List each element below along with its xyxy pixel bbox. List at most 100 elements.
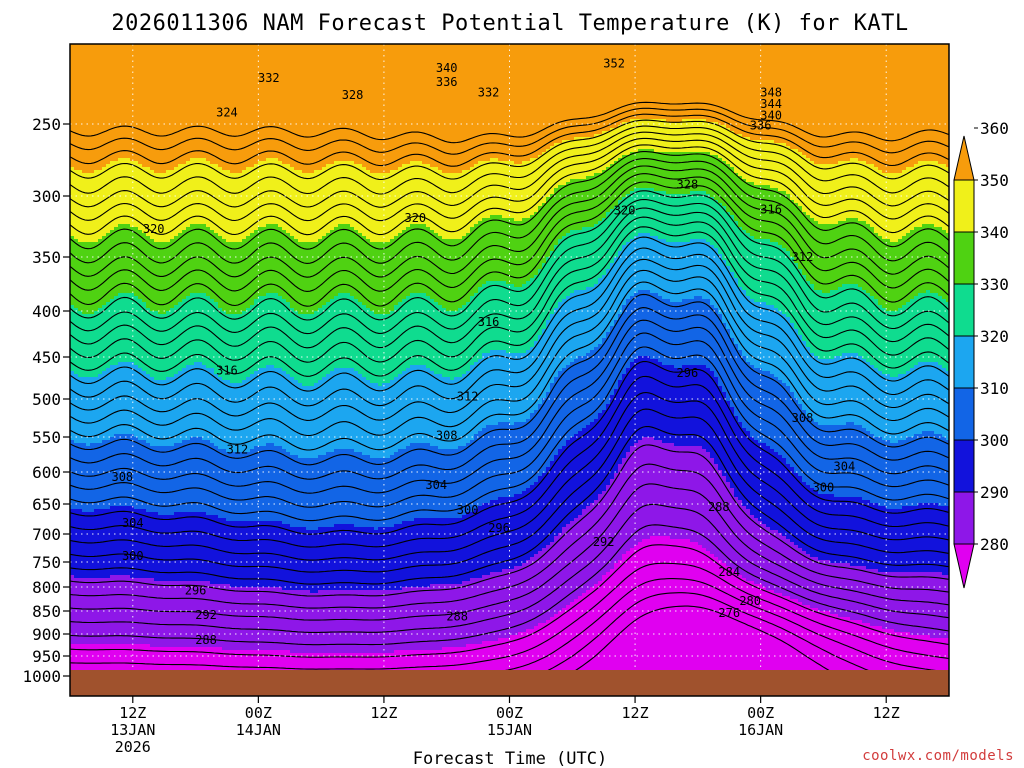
colorbar-min-arrow	[953, 543, 975, 589]
contour-label: 308	[111, 470, 133, 484]
contour-label: 308	[792, 411, 814, 425]
y-tick-label: 950	[32, 647, 61, 666]
contour-label: 344	[760, 97, 782, 111]
x-tick-label: 13JAN	[110, 721, 155, 739]
isotherm-346	[70, 144, 949, 236]
contour-label: 332	[258, 71, 280, 85]
y-tick-label: 550	[32, 428, 61, 447]
contour-label: 316	[216, 363, 238, 377]
isotherm-342	[70, 158, 949, 264]
x-tick-label: 2026	[115, 738, 151, 756]
x-tick-label: 15JAN	[487, 721, 532, 739]
contour-label: 340	[436, 61, 458, 75]
colorbar-label: 310	[980, 379, 1009, 398]
y-tick-label: 900	[32, 625, 61, 644]
y-tick-label: 600	[32, 463, 61, 482]
isotherm-306	[70, 346, 949, 522]
colorbar-label: 330	[980, 275, 1009, 294]
x-tick-label: 16JAN	[738, 721, 783, 739]
isotherm-312	[70, 307, 949, 480]
contour-label: 288	[708, 500, 730, 514]
colorbar-label: 290	[980, 483, 1009, 502]
contour-label: 336	[750, 118, 772, 132]
isotherm-292	[70, 463, 949, 609]
contour-label: 276	[718, 606, 740, 620]
y-tick-label: 350	[32, 248, 61, 267]
colorbar-swatch	[953, 335, 975, 389]
contour-label: 300	[457, 503, 479, 517]
isotherm-310	[70, 319, 949, 494]
isotherm-316	[70, 281, 949, 451]
colorbar-label: 350	[980, 171, 1009, 190]
x-tick-label: 12Z	[370, 704, 397, 722]
contour-label: 336	[436, 75, 458, 89]
y-tick-label: 750	[32, 553, 61, 572]
contour-label: 300	[813, 480, 835, 494]
contour-label: 312	[792, 250, 814, 264]
contour-label: 304	[122, 516, 144, 530]
contour-label: 304	[834, 459, 856, 473]
contour-label: 312	[457, 389, 479, 403]
contour-label: 320	[404, 211, 426, 225]
x-tick-label: 12Z	[873, 704, 900, 722]
y-tick-label: 450	[32, 348, 61, 367]
contour-label: 352	[603, 57, 625, 71]
contour-label: 292	[195, 608, 217, 622]
isotherm-344	[70, 151, 949, 250]
contour-label: 316	[760, 202, 782, 216]
contour-label: 328	[342, 88, 364, 102]
colorbar-label: 340	[980, 223, 1009, 242]
gridlines	[70, 44, 949, 677]
y-tick-label: 800	[32, 578, 61, 597]
isotherm-296	[70, 425, 949, 585]
colorbar-swatch	[953, 387, 975, 441]
colorbar-swatch	[953, 283, 975, 337]
contour-label: 320	[614, 204, 636, 218]
y-tick-label: 500	[32, 390, 61, 409]
contour-label: 296	[185, 583, 207, 597]
colorbar-label: 300	[980, 431, 1009, 450]
contour-label: 292	[593, 535, 615, 549]
colorbar-max-arrow	[953, 135, 975, 181]
y-tick-label: 850	[32, 602, 61, 621]
colorbar-label: 280	[980, 535, 1009, 554]
isotherm-284	[70, 544, 949, 658]
y-tick-label: 300	[32, 187, 61, 206]
y-tick-label: 250	[32, 115, 61, 134]
isotherm-358	[70, 107, 949, 155]
y-tick-label: 1000	[22, 667, 61, 686]
x-tick-label: 12Z	[622, 704, 649, 722]
contour-label: 280	[739, 594, 761, 608]
contour-label: 288	[446, 610, 468, 624]
colorbar: 280 290 300 310 320 330 340 350 360	[953, 119, 1009, 589]
y-tick-label: 400	[32, 302, 61, 321]
contour-label: 312	[227, 443, 249, 457]
isotherm-330	[70, 207, 949, 349]
isotherm-326	[70, 226, 949, 377]
isotherm-334	[70, 190, 949, 321]
isotherm-348	[70, 137, 949, 222]
contour-labels: 3323403363323283523483443403363243283203…	[111, 57, 855, 648]
y-tick-label: 650	[32, 495, 61, 514]
contour-label: 316	[478, 315, 500, 329]
isotherm-338	[70, 173, 949, 292]
ground-surface	[70, 670, 949, 696]
colorbar-swatch	[953, 179, 975, 233]
x-axis-label: Forecast Time (UTC)	[413, 749, 607, 768]
contour-label: 324	[216, 105, 238, 119]
contour-label: 288	[195, 633, 217, 647]
isotherm-360	[70, 101, 949, 144]
colorbar-swatch	[953, 491, 975, 545]
contour-label: 284	[718, 565, 740, 579]
isotherm-318	[70, 269, 949, 437]
source-credit: coolwx.com/models	[862, 748, 1014, 764]
contour-label: 296	[677, 366, 699, 380]
isotherm-302	[70, 375, 949, 548]
x-tick-label: 00Z	[245, 704, 272, 722]
contour-label: 348	[760, 85, 782, 99]
contour-label: 296	[488, 521, 510, 535]
y-tick-label: 700	[32, 525, 61, 544]
x-tick-label: 12Z	[119, 704, 146, 722]
